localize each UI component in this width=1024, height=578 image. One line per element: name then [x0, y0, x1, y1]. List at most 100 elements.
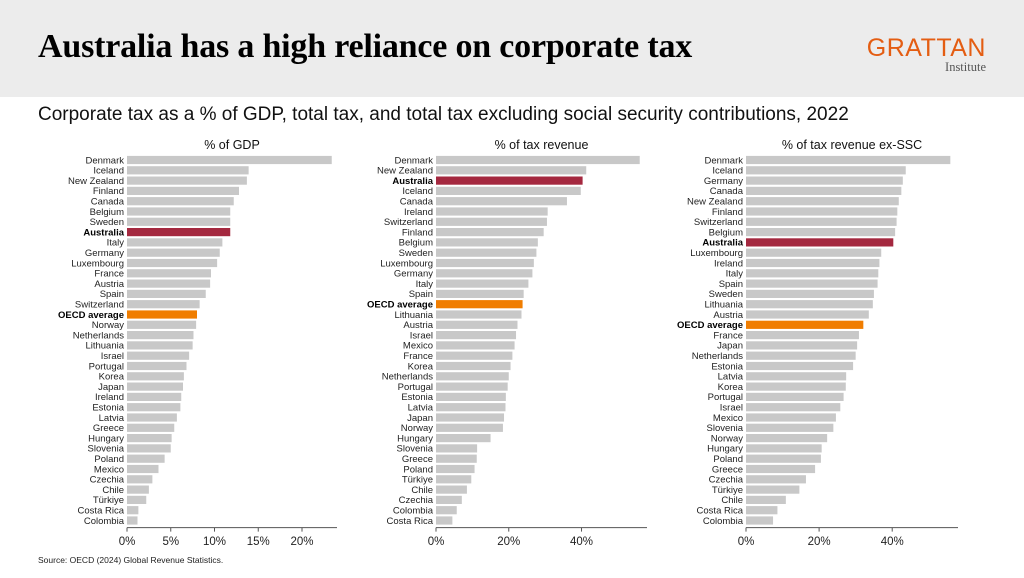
bar-2-israel [436, 331, 517, 340]
bar-3-turkiye [746, 485, 800, 494]
bar-3-oecd-average [746, 320, 864, 329]
category-label-3-estonia: Estonia [711, 361, 743, 372]
category-label-2-canada: Canada [400, 197, 434, 208]
bar-2-mexico [436, 341, 515, 350]
category-label-2-lithuania: Lithuania [394, 310, 433, 321]
category-label-3-australia: Australia [702, 238, 743, 249]
bar-2-chile [436, 485, 467, 494]
panel-title-3: % of tax revenue ex-SSC [782, 138, 922, 152]
x-tick-label-2-0: 0% [428, 536, 445, 548]
bar-2-france [436, 351, 513, 360]
bar-3-korea [746, 382, 846, 391]
category-label-2-germany: Germany [394, 269, 433, 280]
category-label-2-portugal: Portugal [398, 382, 433, 393]
bar-2-finland [436, 228, 544, 237]
bar-1-france [127, 269, 211, 278]
bar-3-chile [746, 495, 786, 504]
category-label-2-poland: Poland [403, 464, 433, 475]
category-label-3-italy: Italy [726, 269, 744, 280]
category-label-1-hungary: Hungary [88, 433, 124, 444]
bar-1-germany [127, 248, 220, 257]
category-label-3-poland: Poland [713, 454, 743, 465]
category-label-2-switzerland: Switzerland [384, 217, 433, 228]
x-tick-label-1-15: 15% [247, 536, 270, 548]
category-label-1-korea: Korea [99, 372, 125, 383]
bar-2-japan [436, 413, 505, 422]
bar-3-austria [746, 310, 869, 319]
bar-2-czechia [436, 495, 462, 504]
category-label-3-ireland: Ireland [714, 258, 743, 269]
bar-3-belgium [746, 228, 896, 237]
bar-2-portugal [436, 382, 508, 391]
bar-2-turkiye [436, 475, 472, 484]
bar-1-switzerland [127, 300, 200, 309]
category-label-3-greece: Greece [712, 464, 743, 475]
bar-1-norway [127, 320, 197, 329]
category-label-1-mexico: Mexico [94, 464, 124, 475]
x-tick-label-2-20: 20% [497, 536, 520, 548]
bar-3-ireland [746, 258, 880, 268]
category-label-2-sweden: Sweden [399, 248, 433, 259]
category-label-2-ireland: Ireland [404, 207, 433, 218]
logo-wordmark: GRATTAN [866, 34, 986, 62]
category-label-1-finland: Finland [93, 186, 124, 197]
bar-3-hungary [746, 444, 822, 453]
panel-title-1: % of GDP [204, 138, 260, 152]
bar-2-slovenia [436, 444, 478, 453]
x-tick-label-2-40: 40% [570, 536, 593, 548]
bar-3-france [746, 331, 859, 340]
bar-3-canada [746, 186, 902, 195]
category-label-3-luxembourg: Luxembourg [690, 248, 743, 259]
category-label-3-finland: Finland [712, 207, 743, 218]
bar-1-australia [127, 228, 231, 237]
category-label-1-oecd-average: OECD average [58, 310, 124, 321]
category-label-1-iceland: Iceland [93, 166, 124, 177]
bar-1-iceland [127, 166, 249, 175]
category-label-3-netherlands: Netherlands [692, 351, 743, 362]
category-label-1-israel: Israel [101, 351, 124, 362]
category-label-3-lithuania: Lithuania [704, 300, 743, 311]
category-label-3-oecd-average: OECD average [677, 320, 743, 331]
source-note: Source: OECD (2024) Global Revenue Stati… [38, 555, 224, 565]
category-label-2-finland: Finland [402, 227, 433, 238]
category-label-1-netherlands: Netherlands [73, 330, 124, 341]
category-label-2-denmark: Denmark [394, 155, 433, 166]
bar-3-new-zealand [746, 197, 899, 206]
bar-2-sweden [436, 248, 537, 257]
bar-2-new-zealand [436, 166, 587, 175]
bar-3-mexico [746, 413, 836, 422]
x-tick-label-3-20: 20% [808, 536, 831, 548]
category-label-1-switzerland: Switzerland [75, 300, 124, 311]
category-label-2-france: France [403, 351, 433, 362]
bar-2-korea [436, 361, 511, 371]
bar-2-colombia [436, 506, 457, 515]
category-label-3-switzerland: Switzerland [694, 217, 743, 228]
bar-3-australia [746, 238, 894, 247]
bar-1-greece [127, 423, 175, 432]
bar-3-czechia [746, 475, 806, 484]
category-label-2-japan: Japan [407, 413, 433, 424]
category-label-3-belgium: Belgium [709, 227, 743, 238]
category-label-2-new-zealand: New Zealand [377, 166, 433, 177]
x-tick-label-1-20: 20% [290, 536, 313, 548]
bar-3-estonia [746, 361, 854, 371]
bar-2-ireland [436, 207, 548, 216]
bar-3-greece [746, 464, 816, 474]
bar-1-slovenia [127, 444, 171, 453]
header-band [0, 0, 1024, 97]
category-label-2-mexico: Mexico [403, 341, 433, 352]
bar-1-luxembourg [127, 258, 218, 268]
category-label-1-france: France [94, 269, 124, 280]
category-label-1-denmark: Denmark [85, 155, 124, 166]
category-label-1-colombia: Colombia [84, 516, 125, 527]
bar-2-hungary [436, 434, 491, 443]
bar-3-poland [746, 454, 821, 463]
page-title: Australia has a high reliance on corpora… [38, 28, 693, 65]
bar-2-spain [436, 289, 524, 298]
bar-3-colombia [746, 516, 774, 525]
category-label-1-latvia: Latvia [99, 413, 125, 424]
bar-2-iceland [436, 186, 581, 195]
category-label-3-chile: Chile [721, 495, 743, 506]
category-label-3-denmark: Denmark [704, 155, 743, 166]
bar-1-ireland [127, 392, 182, 401]
